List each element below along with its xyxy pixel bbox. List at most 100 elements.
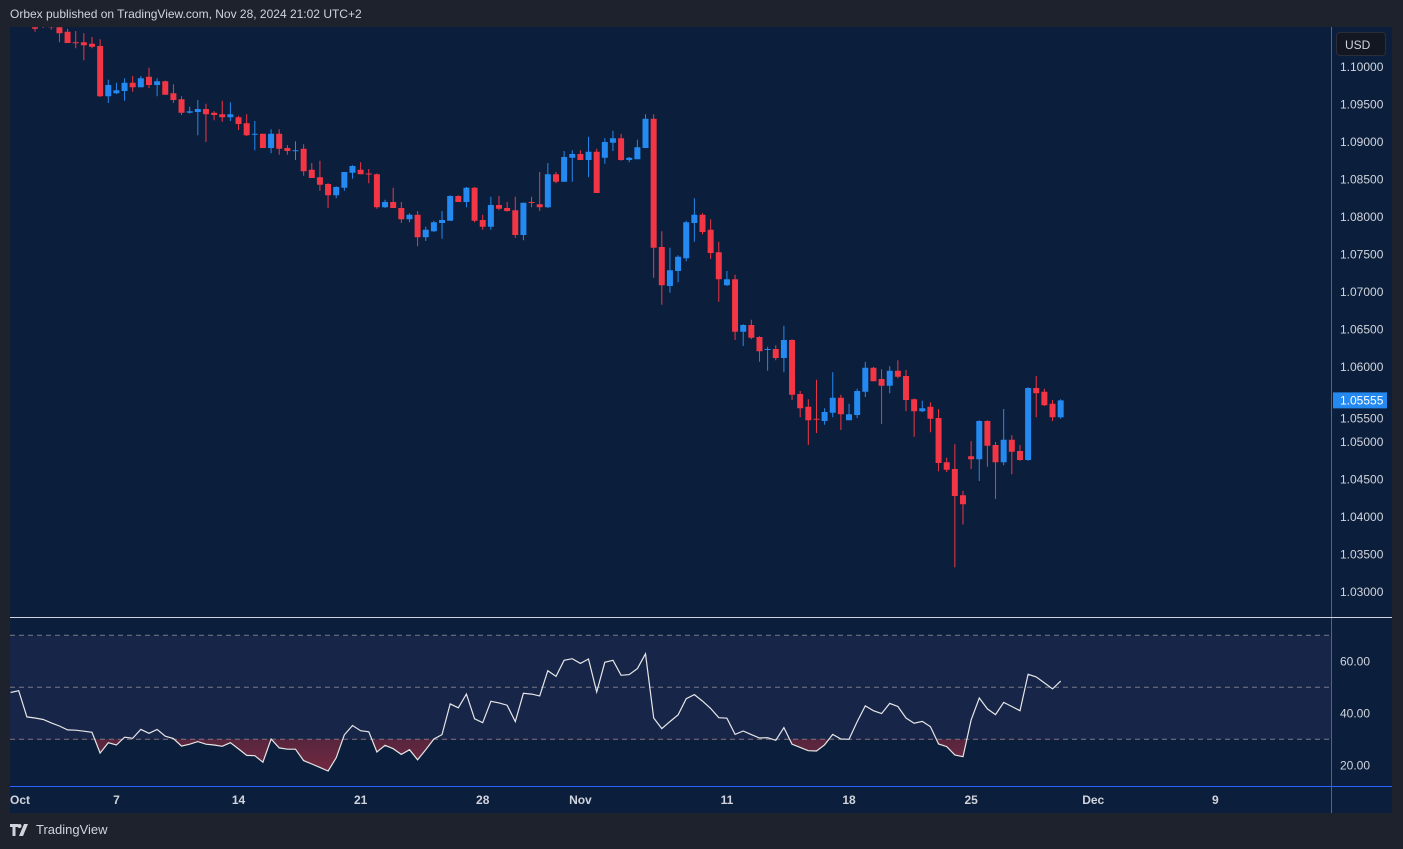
candle[interactable] xyxy=(715,241,722,302)
candle[interactable] xyxy=(764,346,771,371)
candle[interactable] xyxy=(97,39,104,97)
candle[interactable] xyxy=(447,195,454,221)
candle[interactable] xyxy=(341,172,348,191)
candle[interactable] xyxy=(870,367,877,382)
candle[interactable] xyxy=(813,379,820,433)
candle[interactable] xyxy=(561,151,568,182)
candle[interactable] xyxy=(251,121,258,151)
candle[interactable] xyxy=(1008,435,1015,475)
candle[interactable] xyxy=(439,211,446,239)
rsi-pane[interactable] xyxy=(10,634,1331,772)
candle[interactable] xyxy=(707,219,714,259)
candle[interactable] xyxy=(422,226,429,241)
candle[interactable] xyxy=(292,141,299,160)
candle[interactable] xyxy=(878,369,885,424)
candle[interactable] xyxy=(357,162,364,175)
candle[interactable] xyxy=(959,490,966,525)
candle[interactable] xyxy=(789,339,796,400)
candle[interactable] xyxy=(601,138,608,164)
candle[interactable] xyxy=(325,183,332,208)
candle[interactable] xyxy=(675,255,682,283)
candle[interactable] xyxy=(202,103,209,142)
candle[interactable] xyxy=(919,400,926,412)
candle[interactable] xyxy=(821,408,828,425)
candle[interactable] xyxy=(80,33,87,61)
candle[interactable] xyxy=(349,165,356,179)
candle[interactable] xyxy=(943,457,950,472)
candle[interactable] xyxy=(227,102,234,121)
candle[interactable] xyxy=(194,100,201,136)
candle[interactable] xyxy=(479,214,486,230)
candle[interactable] xyxy=(846,403,853,421)
candle[interactable] xyxy=(89,37,95,49)
candle[interactable] xyxy=(316,160,323,191)
candle[interactable] xyxy=(780,325,787,373)
candle[interactable] xyxy=(219,100,226,122)
candle[interactable] xyxy=(308,163,315,178)
candle[interactable] xyxy=(886,366,893,394)
candle[interactable] xyxy=(740,324,747,346)
candle[interactable] xyxy=(145,67,152,88)
candle[interactable] xyxy=(837,394,844,430)
candle[interactable] xyxy=(1000,409,1007,466)
candle[interactable] xyxy=(414,211,421,247)
price-pane[interactable] xyxy=(32,22,1064,568)
candle[interactable] xyxy=(683,220,690,262)
candle[interactable] xyxy=(911,398,918,437)
candle[interactable] xyxy=(105,79,112,103)
candle[interactable] xyxy=(968,441,975,469)
candle[interactable] xyxy=(268,129,275,154)
candle[interactable] xyxy=(756,336,763,362)
candle[interactable] xyxy=(365,169,372,184)
candle[interactable] xyxy=(829,372,836,418)
candle[interactable] xyxy=(1016,445,1023,461)
candle[interactable] xyxy=(691,198,698,242)
candle[interactable] xyxy=(927,402,934,433)
candle[interactable] xyxy=(463,187,470,208)
candle[interactable] xyxy=(626,157,633,163)
candle[interactable] xyxy=(992,442,999,499)
rsi-axis[interactable]: 60.00 40.00 20.00 xyxy=(1340,654,1370,772)
candle[interactable] xyxy=(593,148,600,193)
candle[interactable] xyxy=(666,247,673,293)
candle[interactable] xyxy=(1057,399,1064,419)
candle[interactable] xyxy=(1025,387,1032,461)
candle[interactable] xyxy=(259,133,266,148)
candle[interactable] xyxy=(577,150,584,160)
candle[interactable] xyxy=(658,231,665,305)
candle[interactable] xyxy=(211,111,218,121)
candle[interactable] xyxy=(748,319,755,340)
candle[interactable] xyxy=(300,144,307,176)
candle[interactable] xyxy=(536,172,543,211)
candle[interactable] xyxy=(1049,400,1056,421)
candle[interactable] xyxy=(609,130,616,151)
candle[interactable] xyxy=(406,213,413,223)
candle[interactable] xyxy=(585,136,592,178)
candle[interactable] xyxy=(634,139,641,160)
candle[interactable] xyxy=(772,345,779,361)
price-axis[interactable]: 1.10000 1.09500 1.09000 1.08500 1.08000 1.075… xyxy=(1333,60,1387,599)
candle[interactable] xyxy=(382,199,389,208)
candle[interactable] xyxy=(504,202,511,212)
candle[interactable] xyxy=(862,361,869,397)
candle[interactable] xyxy=(455,195,462,202)
candle[interactable] xyxy=(951,444,958,568)
candle[interactable] xyxy=(373,173,380,209)
candle[interactable] xyxy=(894,360,901,379)
candle[interactable] xyxy=(984,420,991,467)
candle[interactable] xyxy=(390,187,397,208)
candle[interactable] xyxy=(430,220,437,232)
candle[interactable] xyxy=(398,202,405,223)
candle[interactable] xyxy=(1033,376,1040,418)
candle[interactable] xyxy=(471,187,478,223)
candle[interactable] xyxy=(129,76,136,92)
candle[interactable] xyxy=(496,196,502,211)
rsi-line[interactable] xyxy=(10,651,1062,772)
candle[interactable] xyxy=(903,370,909,412)
candle[interactable] xyxy=(276,129,283,155)
candle[interactable] xyxy=(854,388,861,418)
candle[interactable] xyxy=(235,115,242,130)
candle[interactable] xyxy=(56,25,63,43)
candle[interactable] xyxy=(243,114,250,136)
